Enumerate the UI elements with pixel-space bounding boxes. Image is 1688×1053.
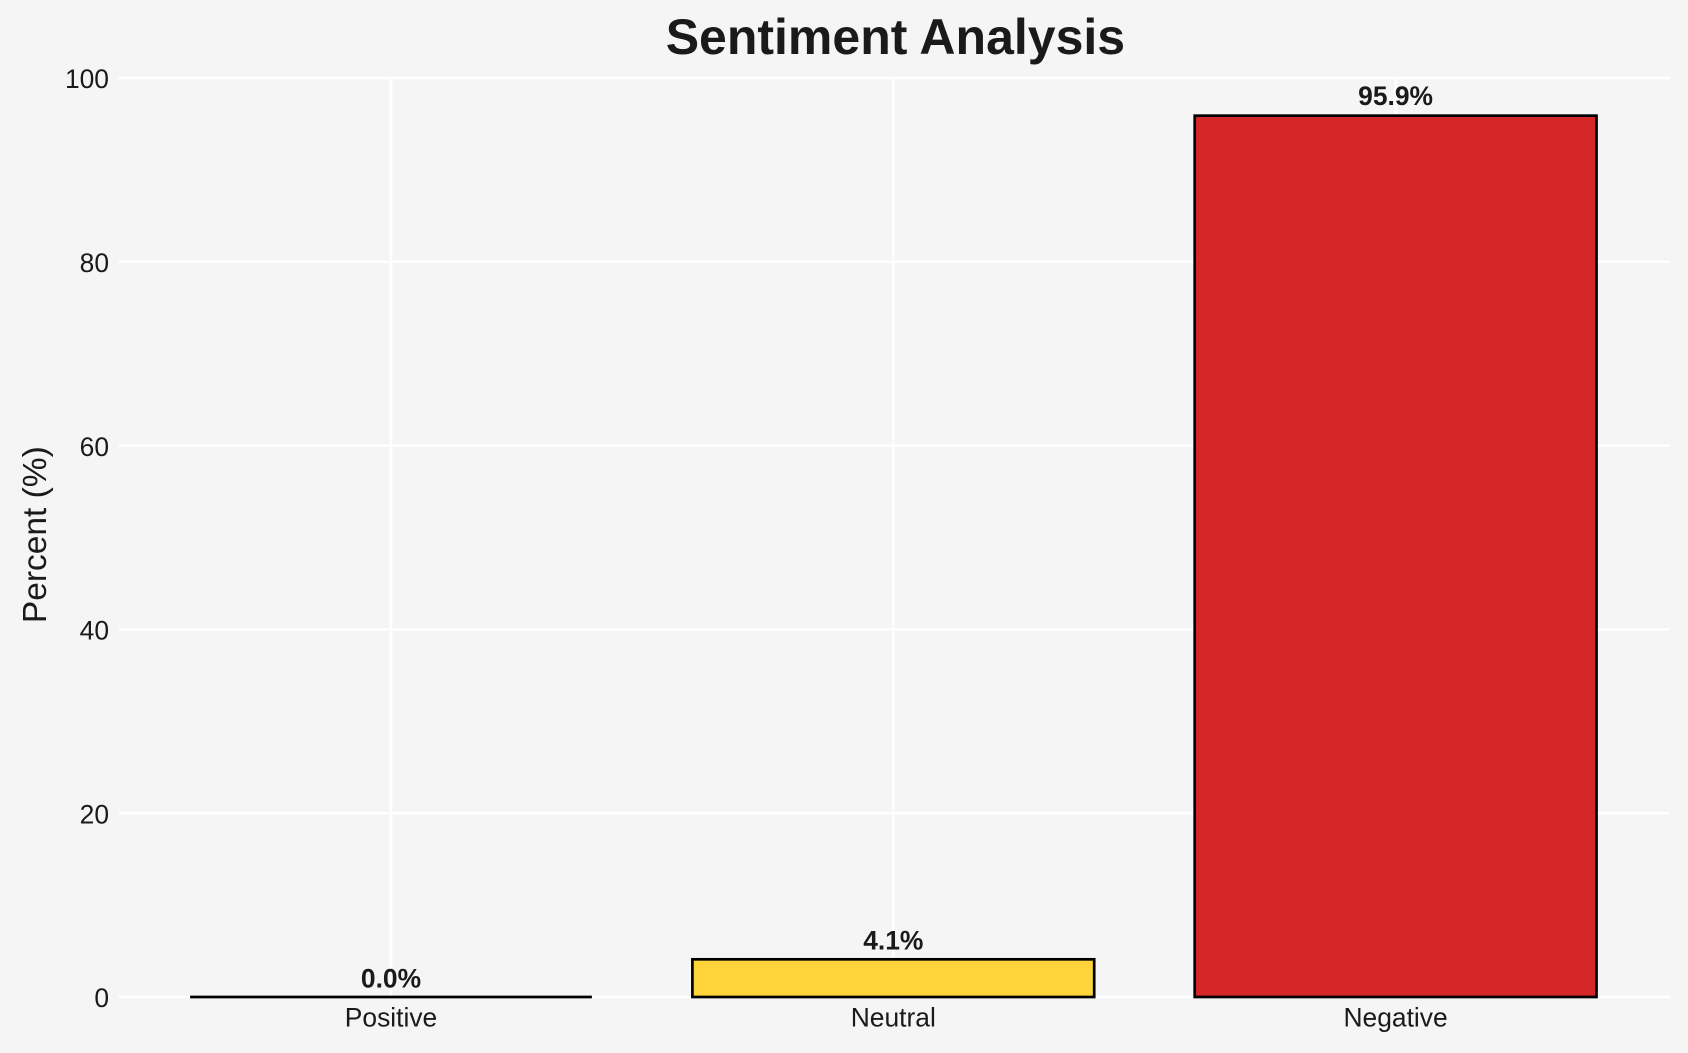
svg-text:Sentiment Analysis: Sentiment Analysis xyxy=(666,9,1125,65)
svg-text:80: 80 xyxy=(80,248,109,278)
svg-text:100: 100 xyxy=(65,64,109,94)
svg-text:Negative: Negative xyxy=(1344,1003,1448,1033)
svg-text:Percent (%): Percent (%) xyxy=(17,446,54,623)
svg-text:60: 60 xyxy=(80,432,109,462)
svg-text:20: 20 xyxy=(80,799,109,829)
svg-text:4.1%: 4.1% xyxy=(863,926,923,956)
svg-text:Neutral: Neutral xyxy=(851,1003,936,1033)
svg-text:0.0%: 0.0% xyxy=(361,964,421,994)
svg-text:40: 40 xyxy=(80,616,109,646)
svg-text:Positive: Positive xyxy=(345,1003,437,1033)
svg-text:0: 0 xyxy=(94,983,109,1013)
svg-text:95.9%: 95.9% xyxy=(1358,81,1433,111)
